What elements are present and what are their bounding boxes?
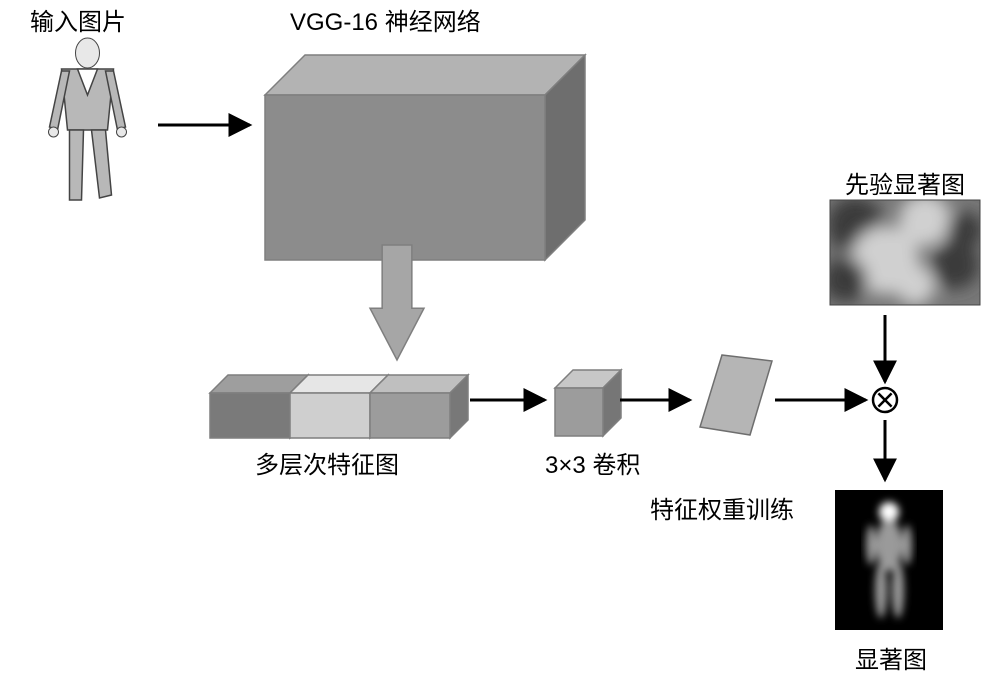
prior-saliency-map bbox=[823, 194, 983, 305]
label-saliency-map: 显著图 bbox=[855, 640, 927, 675]
label-vgg: VGG-16 神经网络 bbox=[290, 2, 481, 37]
vgg-block bbox=[265, 55, 585, 260]
label-feat-weight: 特征权重训练 bbox=[650, 490, 794, 525]
label-conv3x3: 3×3 卷积 bbox=[545, 445, 640, 480]
input-image bbox=[30, 30, 145, 205]
label-multilevel-feat: 多层次特征图 bbox=[255, 445, 399, 480]
label-input-image: 输入图片 bbox=[30, 2, 126, 37]
arrow-vgg-down bbox=[370, 245, 424, 360]
saliency-map-output bbox=[835, 490, 943, 630]
multiply-icon bbox=[873, 388, 897, 412]
diagram-canvas bbox=[0, 0, 1000, 691]
conv3x3-cube bbox=[555, 370, 621, 436]
feature-weight-plane bbox=[700, 355, 772, 435]
multilevel-feature-maps bbox=[210, 375, 468, 438]
label-prior-map: 先验显著图 bbox=[845, 165, 965, 200]
